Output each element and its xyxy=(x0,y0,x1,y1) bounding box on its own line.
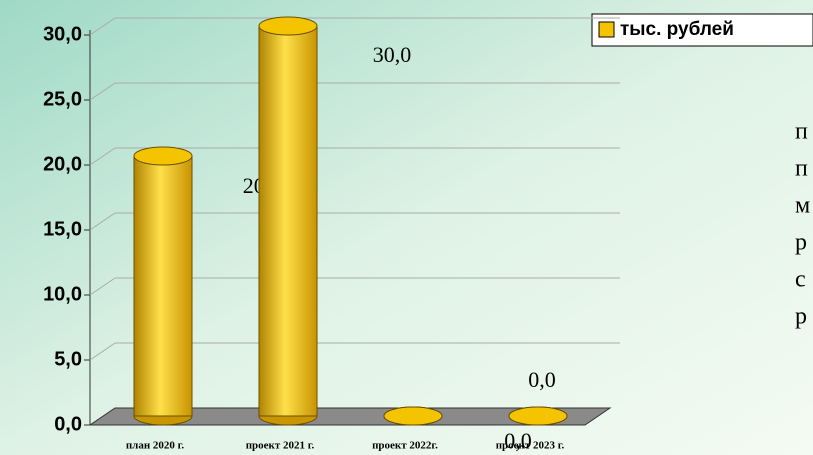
x-tick-label: проект 2021 г. xyxy=(246,440,315,452)
side-text: р xyxy=(795,304,807,330)
y-tick-label: 10,0 xyxy=(43,283,82,305)
bar xyxy=(258,25,318,417)
grid-line xyxy=(89,342,116,361)
value-label: 30,0 xyxy=(373,42,412,67)
bar-top xyxy=(258,16,318,36)
grid-line xyxy=(89,147,116,166)
y-tick-label: 30,0 xyxy=(43,23,82,45)
bar-top xyxy=(383,406,443,426)
grid-line xyxy=(89,82,116,101)
grid-line xyxy=(89,17,116,36)
x-tick-label: проект 2023 г. xyxy=(496,440,565,452)
bar-top xyxy=(508,406,568,426)
y-tick-label: 0,0 xyxy=(54,413,82,435)
side-text: с xyxy=(795,267,806,293)
grid-line xyxy=(89,212,116,231)
y-tick-label: 5,0 xyxy=(54,348,82,370)
value-label: 0,0 xyxy=(528,367,556,392)
y-tick-label: 25,0 xyxy=(43,88,82,110)
legend-swatch xyxy=(598,21,615,38)
y-tick-label: 20,0 xyxy=(43,153,82,175)
side-text: м xyxy=(795,193,810,219)
side-text: п xyxy=(795,119,808,145)
legend xyxy=(591,13,813,47)
x-tick-label: план 2020 г. xyxy=(126,440,185,452)
value-label: 0,0 xyxy=(504,428,532,453)
side-text: р xyxy=(795,230,807,256)
bar xyxy=(133,155,193,417)
bar-top xyxy=(133,146,193,166)
side-text: п xyxy=(795,156,808,182)
grid-line xyxy=(89,277,116,296)
y-tick-label: 15,0 xyxy=(43,218,82,240)
x-tick-label: проект 2022г. xyxy=(372,440,438,452)
legend-label: тыс. рублей xyxy=(620,19,734,40)
